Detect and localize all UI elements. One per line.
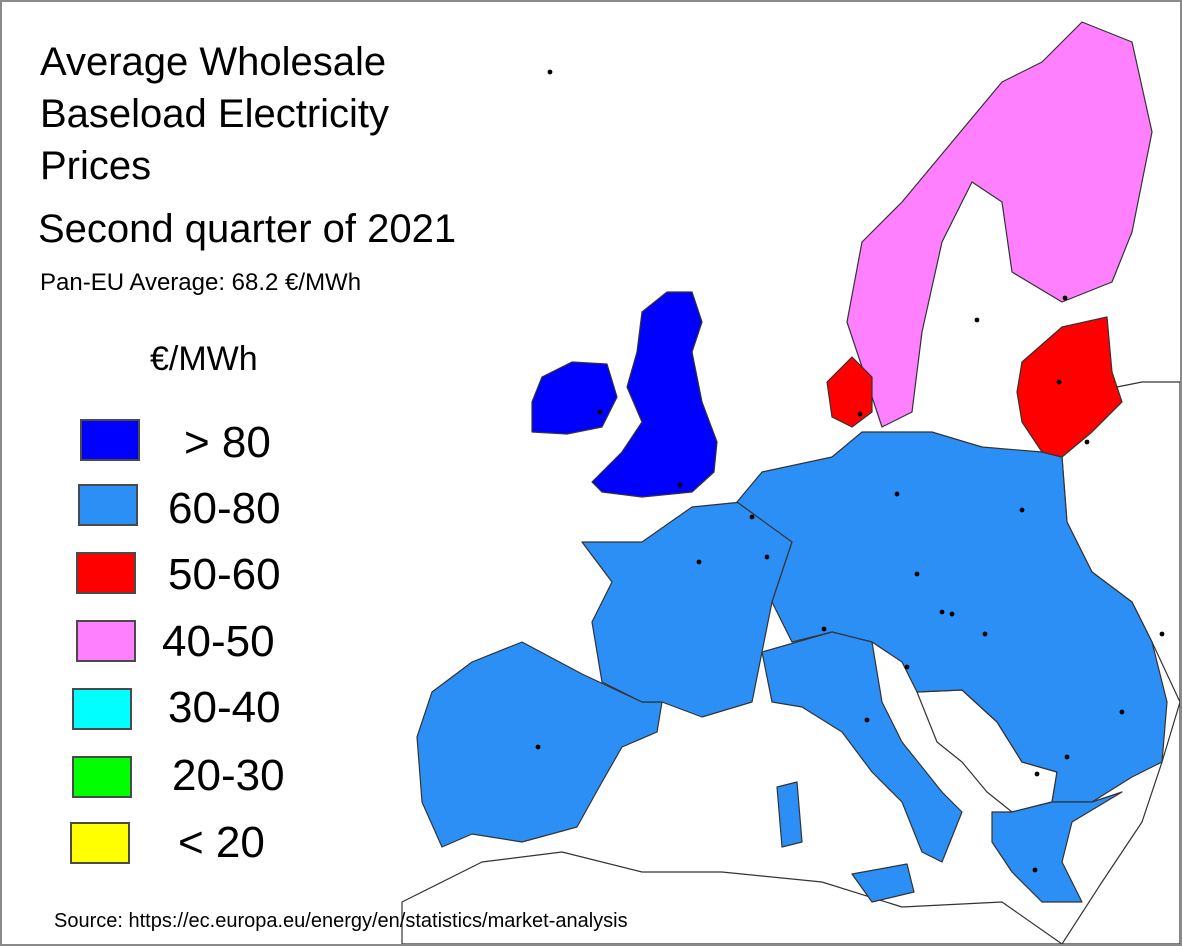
- legend-swatch-60-80: [78, 484, 138, 526]
- region-no-data-north-africa: [401, 851, 1063, 944]
- legend-swatch-40-50: [76, 620, 136, 662]
- region-range-60-80-greece: [991, 791, 1123, 903]
- region-range-60-80-sardinia: [776, 781, 803, 848]
- legend-swatch-50-60: [76, 552, 136, 594]
- region-range-40-50-nordic: [846, 21, 1153, 428]
- legend-swatch-under-20: [70, 822, 130, 864]
- capital-markers: [535, 69, 1165, 873]
- region-range-60-80-sicily: [851, 863, 915, 903]
- region-range-60-80-italy: [761, 631, 963, 863]
- legend-label-over-80: > 80: [184, 418, 271, 467]
- region-range-50-60-baltics: [1016, 316, 1123, 458]
- region-range-60-80-france: [581, 501, 793, 718]
- map-subtitle: Second quarter of 2021: [38, 207, 457, 251]
- legend-label-30-40: 30-40: [168, 683, 281, 732]
- region-over-80-great-britain: [591, 291, 718, 498]
- region-over-80-ireland: [531, 361, 618, 435]
- source-note: Source: https://ec.europa.eu/energy/en/s…: [54, 910, 628, 932]
- legend-label-20-30: 20-30: [172, 751, 285, 800]
- region-range-50-60-denmark: [826, 356, 873, 428]
- region-range-60-80-iberia: [416, 641, 663, 848]
- legend-swatch-20-30: [72, 756, 132, 798]
- legend-label-50-60: 50-60: [168, 550, 281, 599]
- legend-swatch-over-80: [80, 419, 140, 461]
- legend-label-60-80: 60-80: [168, 484, 281, 533]
- legend-unit: €/MWh: [150, 340, 258, 378]
- legend-label-under-20: < 20: [178, 818, 265, 867]
- legend-swatch-30-40: [72, 688, 132, 730]
- legend-label-40-50: 40-50: [162, 617, 275, 666]
- pan-eu-average: Pan-EU Average: 68.2 €/MWh: [40, 269, 362, 296]
- map-title: Average Wholesale Baseload Electricity P…: [40, 40, 390, 188]
